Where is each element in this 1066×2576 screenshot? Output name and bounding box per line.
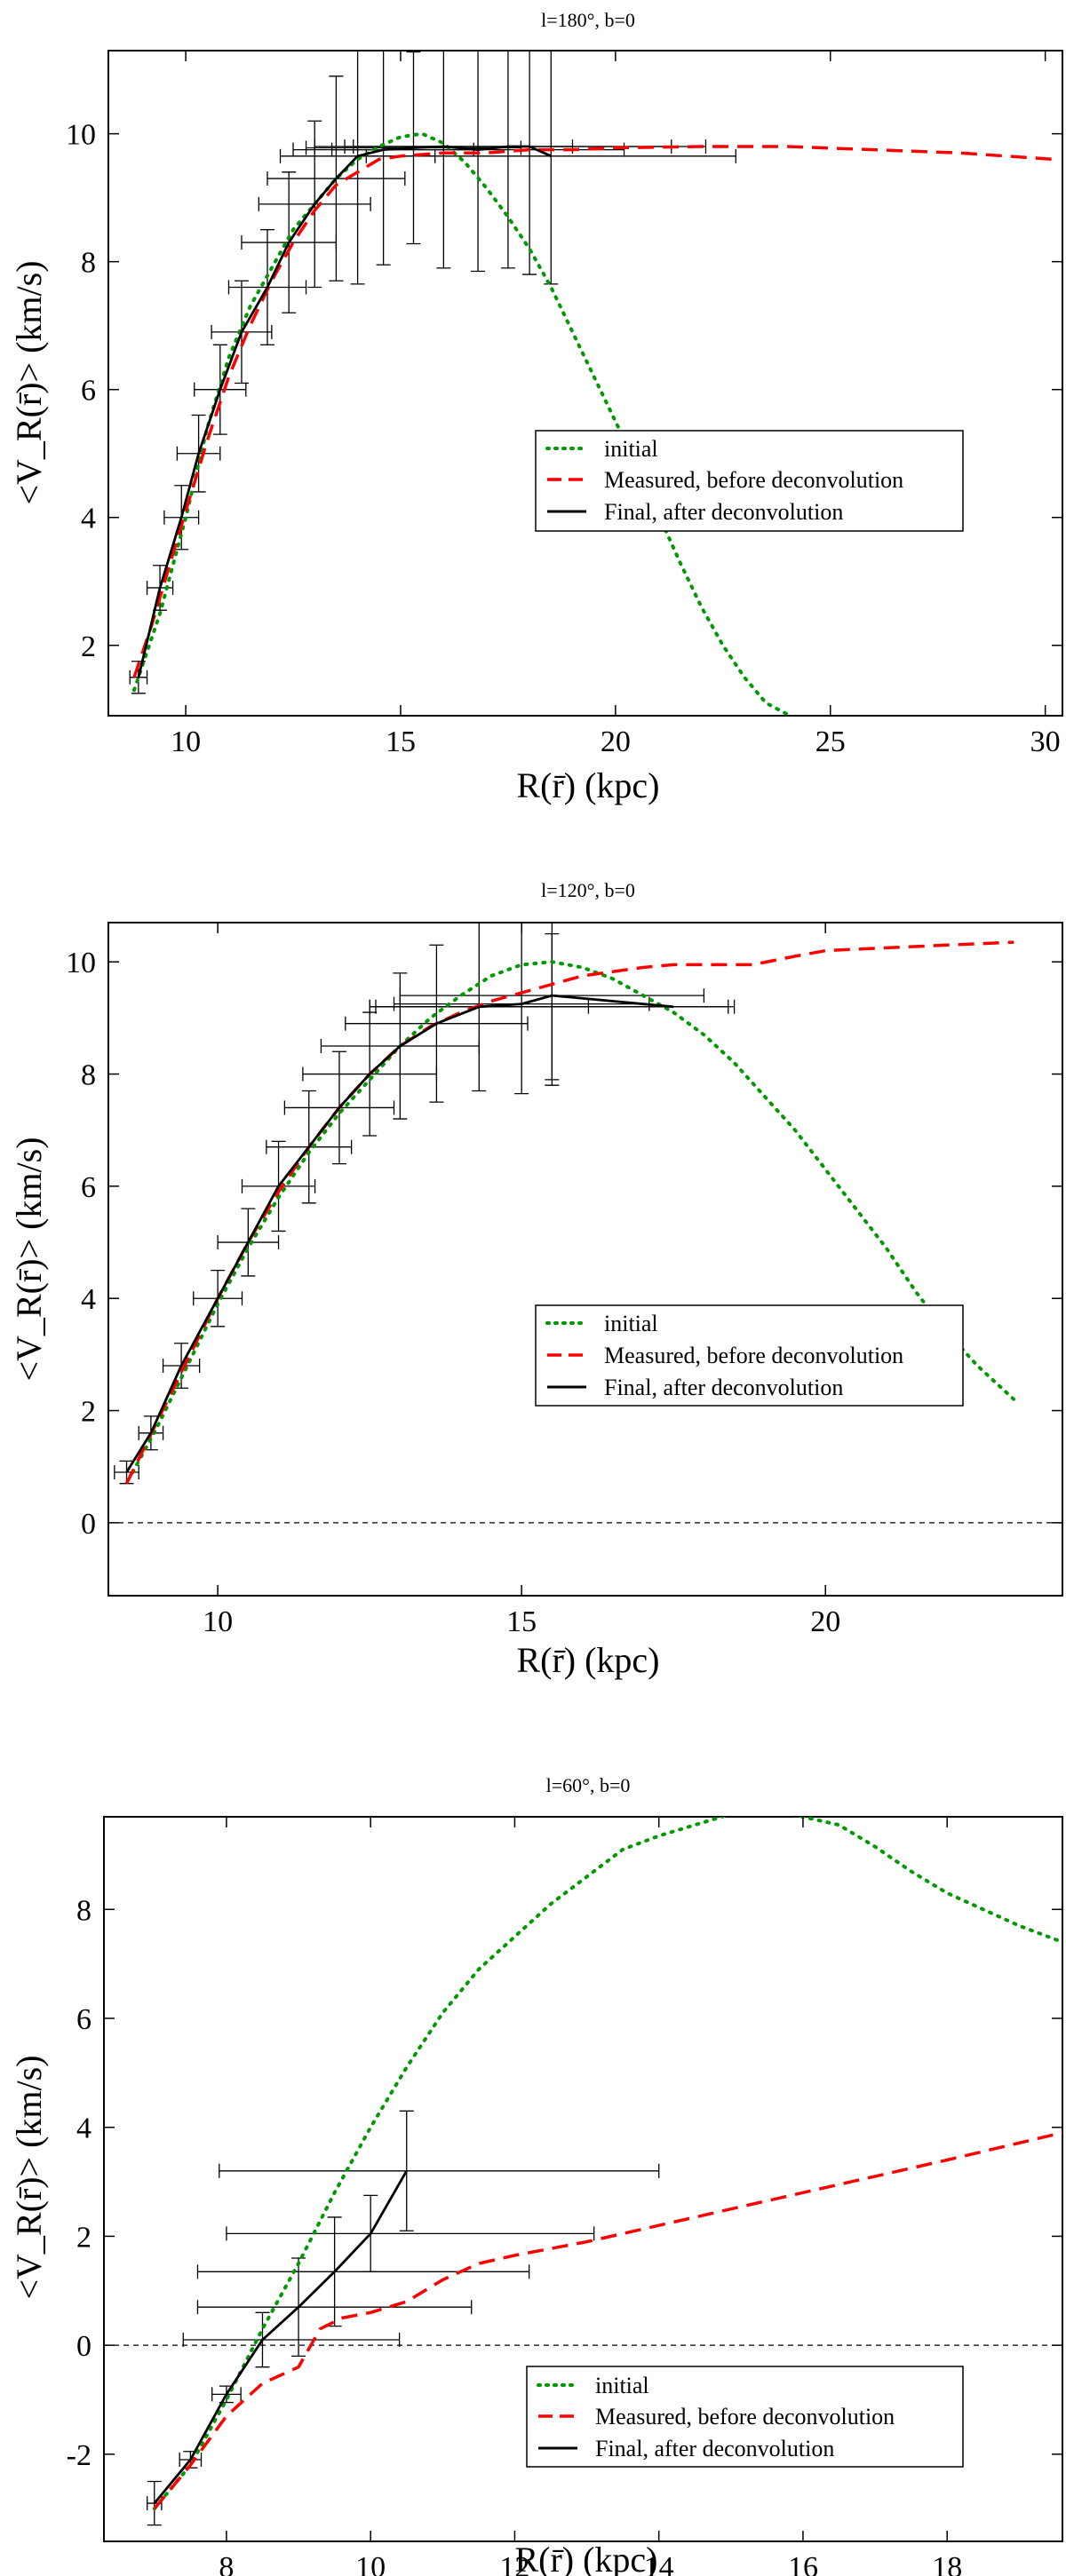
y-tick-label: 4 xyxy=(81,1283,96,1316)
y-tick-label: 2 xyxy=(81,630,96,663)
x-tick-label: 10 xyxy=(355,2551,386,2576)
legend-box xyxy=(535,1304,964,1407)
plot-area xyxy=(108,923,1062,1524)
series-final xyxy=(153,2170,408,2504)
series-measured xyxy=(153,2131,1062,2510)
y-tick-label: 4 xyxy=(76,2112,91,2145)
legend-label-final: Final, after deconvolution xyxy=(595,2436,834,2461)
series-initial xyxy=(131,960,1016,1474)
y-tick-label: 8 xyxy=(76,1894,91,1927)
y-tick-label: 8 xyxy=(81,247,96,280)
legend-label-measured: Measured, before deconvolution xyxy=(595,2404,895,2429)
legend-label-measured: Measured, before deconvolution xyxy=(604,1343,903,1368)
panel-title: l=180°, b=0 xyxy=(541,9,635,31)
x-axis-label: R(r̄) (kpc) xyxy=(514,2540,657,2576)
legend: initial Measured, before deconvolution F… xyxy=(535,430,964,532)
x-tick-label: 18 xyxy=(932,2551,962,2576)
series-measured xyxy=(124,940,1014,1485)
x-tick-label: 12 xyxy=(499,2551,529,2576)
error-bar xyxy=(219,2110,660,2231)
legend-label-initial: initial xyxy=(604,436,658,462)
legend-label-final: Final, after deconvolution xyxy=(604,499,843,525)
y-axis-label: <V_R(r̄)> (km/s) xyxy=(9,1137,49,1381)
x-axis-label: R(r̄) (kpc) xyxy=(516,765,659,805)
x-tick-label: 25 xyxy=(815,725,846,758)
x-tick-label: 30 xyxy=(1030,725,1061,758)
x-tick-label: 16 xyxy=(788,2551,818,2576)
y-tick-label: 0 xyxy=(81,1508,96,1541)
plot-frame xyxy=(107,922,1063,1597)
legend-label-initial: initial xyxy=(604,1311,658,1336)
y-tick-label: 2 xyxy=(81,1396,96,1429)
series-initial xyxy=(132,131,794,716)
x-tick-label: 10 xyxy=(171,725,201,758)
panel-title: l=60°, b=0 xyxy=(546,1774,631,1796)
panel-l180: l=180°, b=0 R(r̄) (kpc) <V_R(r̄)> (km/s)… xyxy=(9,9,1063,805)
legend-label-final: Final, after deconvolution xyxy=(604,1375,843,1400)
y-tick-label: 2 xyxy=(76,2221,91,2254)
x-tick-label: 14 xyxy=(644,2551,674,2576)
x-axis-label: R(r̄) (kpc) xyxy=(516,1640,659,1680)
panel-l60: l=60°, b=0 R(r̄) (kpc) <V_R(r̄)> (km/s) … xyxy=(9,1774,1063,2576)
series-initial xyxy=(152,1817,1062,2511)
error-bar xyxy=(182,2311,401,2368)
y-tick-label: -2 xyxy=(67,2439,91,2472)
x-tick-label: 10 xyxy=(203,1605,233,1638)
x-tick-label: 15 xyxy=(386,725,416,758)
legend-box xyxy=(526,2366,964,2468)
y-axis-label: <V_R(r̄)> (km/s) xyxy=(9,2055,49,2299)
error-bar xyxy=(226,2194,595,2272)
y-tick-label: 10 xyxy=(66,947,96,979)
y-tick-label: 0 xyxy=(76,2330,91,2363)
y-tick-label: 6 xyxy=(81,1171,96,1204)
legend: initial Measured, before deconvolution F… xyxy=(535,1304,964,1407)
y-tick-label: 6 xyxy=(81,375,96,408)
y-axis-label: <V_R(r̄)> (km/s) xyxy=(9,260,49,504)
series-measured xyxy=(132,145,1054,678)
x-tick-label: 8 xyxy=(219,2551,234,2576)
y-tick-label: 10 xyxy=(66,119,96,152)
legend-box xyxy=(535,430,964,532)
series-final xyxy=(125,994,674,1473)
y-tick-label: 4 xyxy=(81,503,96,535)
series-final xyxy=(137,145,552,678)
plot-frame xyxy=(103,1816,1063,2542)
x-tick-label: 20 xyxy=(601,725,631,758)
legend-label-measured: Measured, before deconvolution xyxy=(604,467,903,493)
panel-title: l=120°, b=0 xyxy=(541,879,635,901)
error-bar xyxy=(365,51,736,285)
plot-frame xyxy=(107,50,1063,717)
y-tick-label: 6 xyxy=(76,2003,91,2036)
y-tick-label: 8 xyxy=(81,1059,96,1092)
x-tick-label: 20 xyxy=(810,1605,840,1638)
plot-area xyxy=(129,51,1054,716)
legend: initial Measured, before deconvolution F… xyxy=(526,2366,964,2468)
x-tick-label: 15 xyxy=(506,1605,537,1638)
plot-area xyxy=(104,1817,1062,2526)
legend-label-initial: initial xyxy=(595,2373,649,2398)
panel-l120: l=120°, b=0 R(r̄) (kpc) <V_R(r̄)> (km/s)… xyxy=(9,879,1063,1680)
